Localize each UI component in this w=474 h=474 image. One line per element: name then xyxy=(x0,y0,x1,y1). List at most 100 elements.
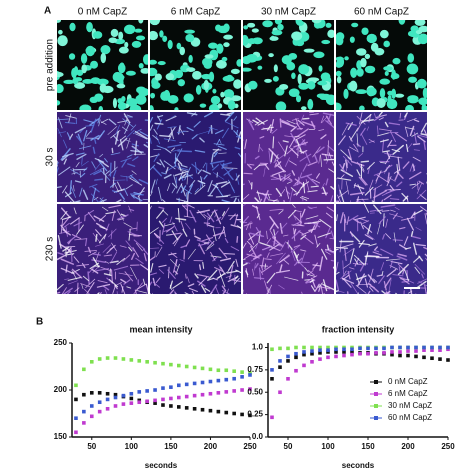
fiber xyxy=(71,268,83,279)
fiber xyxy=(166,226,175,233)
fiber xyxy=(222,290,230,294)
droplet xyxy=(336,56,344,61)
fiber xyxy=(254,263,259,269)
fiber xyxy=(109,260,119,264)
fiber xyxy=(227,172,234,181)
fiber xyxy=(322,283,334,291)
droplet xyxy=(126,98,138,107)
fiber xyxy=(220,163,230,174)
fiber xyxy=(362,119,374,122)
fiber xyxy=(259,198,263,202)
droplet xyxy=(150,105,154,110)
data-point xyxy=(366,346,370,351)
fiber xyxy=(171,187,176,194)
fiber xyxy=(305,215,319,220)
fiber xyxy=(184,292,189,294)
fiber xyxy=(346,216,350,226)
y-tick-label: 0.75 xyxy=(247,365,263,374)
droplet xyxy=(336,36,344,46)
fiber xyxy=(281,121,295,128)
data-point xyxy=(153,360,157,365)
fiber xyxy=(139,131,148,137)
fiber xyxy=(294,134,306,141)
fiber xyxy=(187,248,196,260)
fiber xyxy=(261,265,264,271)
fiber xyxy=(92,146,96,154)
fiber xyxy=(267,194,271,199)
data-point xyxy=(406,353,410,358)
fiber xyxy=(350,282,358,294)
fiber xyxy=(288,160,297,166)
fiber xyxy=(374,250,380,253)
micrograph xyxy=(57,20,148,110)
droplet xyxy=(138,20,144,24)
fiber xyxy=(172,149,181,152)
fiber xyxy=(111,210,116,221)
fiber xyxy=(243,194,250,201)
fiber xyxy=(301,291,303,294)
fiber xyxy=(410,288,413,294)
droplet xyxy=(387,94,392,105)
droplet xyxy=(279,84,289,90)
fiber xyxy=(158,206,165,210)
fiber xyxy=(180,186,192,194)
fiber xyxy=(150,272,158,276)
legend-marker xyxy=(374,416,378,420)
fiber xyxy=(74,287,80,292)
droplet xyxy=(215,59,227,69)
droplet xyxy=(236,59,241,67)
fiber xyxy=(82,275,90,282)
droplet xyxy=(150,59,157,65)
data-point xyxy=(270,347,274,352)
micrograph xyxy=(57,204,148,294)
micrograph xyxy=(336,112,427,202)
droplet xyxy=(203,61,212,69)
fiber xyxy=(270,178,286,180)
fiber xyxy=(100,266,112,272)
data-point xyxy=(177,405,181,409)
fiber xyxy=(404,126,409,137)
fiber xyxy=(253,253,262,260)
fiber xyxy=(410,231,414,237)
background xyxy=(150,112,241,202)
fiber xyxy=(362,225,373,233)
fiber xyxy=(98,119,101,127)
fiber xyxy=(127,231,138,236)
fiber xyxy=(231,187,236,194)
fiber xyxy=(180,164,188,168)
fiber xyxy=(235,173,240,185)
fiber xyxy=(142,248,148,256)
fiber xyxy=(293,228,297,235)
data-point xyxy=(184,364,189,369)
fiber xyxy=(356,169,361,177)
fiber xyxy=(387,139,393,148)
fiber xyxy=(296,139,306,151)
fiber xyxy=(62,185,68,194)
droplet xyxy=(185,33,195,42)
fiber xyxy=(330,195,334,202)
data-point xyxy=(382,346,386,351)
fiber xyxy=(254,262,256,271)
fiber xyxy=(108,118,117,126)
fiber xyxy=(399,244,408,250)
fiber xyxy=(291,118,299,121)
fiber xyxy=(274,154,279,162)
data-point xyxy=(224,368,229,373)
fiber xyxy=(76,135,83,144)
data-point xyxy=(278,365,282,369)
fiber xyxy=(123,188,129,196)
micrograph-content xyxy=(57,204,148,294)
fiber xyxy=(270,253,284,257)
fiber xyxy=(152,293,153,294)
fiber xyxy=(205,244,215,251)
data-point xyxy=(177,363,181,368)
fiber xyxy=(170,115,176,119)
fiber xyxy=(153,153,160,162)
fiber xyxy=(157,115,164,118)
droplet xyxy=(63,79,75,85)
data-point xyxy=(192,393,197,398)
fiber xyxy=(110,129,121,139)
fiber xyxy=(104,289,108,294)
droplet xyxy=(307,77,320,82)
fiber xyxy=(290,245,301,253)
